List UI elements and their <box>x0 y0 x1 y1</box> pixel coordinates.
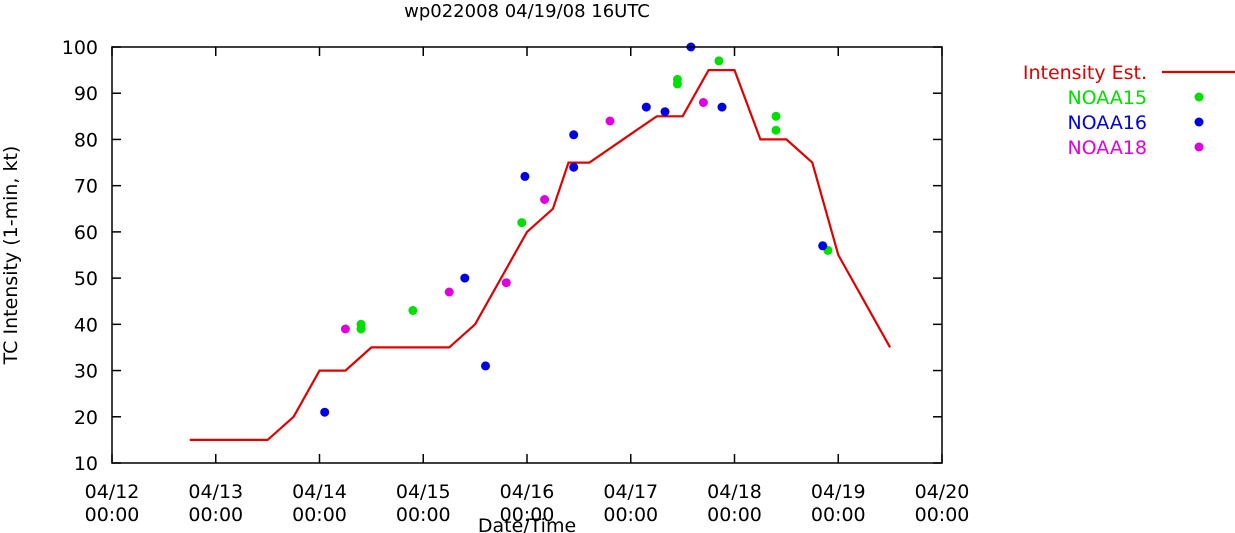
point-noaa16 <box>569 130 579 140</box>
x-tick-label-date: 04/17 <box>603 481 658 503</box>
y-tick-label: 30 <box>74 361 98 383</box>
x-tick-label-date: 04/16 <box>500 481 555 503</box>
x-tick-label-date: 04/13 <box>188 481 243 503</box>
y-tick-labels: 10 20 30 40 50 60 70 80 90 100 <box>62 37 98 475</box>
y-tick-label: 90 <box>74 83 98 105</box>
point-noaa18 <box>340 324 350 334</box>
point-noaa16 <box>481 361 490 371</box>
legend-label-noaa16: NOAA16 <box>1067 112 1147 134</box>
x-tick-label-date: 04/15 <box>396 481 451 503</box>
series-line-intensity-est <box>189 69 892 441</box>
x-tick-label-date: 04/20 <box>915 481 970 503</box>
point-noaa15 <box>771 111 781 121</box>
legend-swatch-noaa18 <box>1194 142 1204 152</box>
x-tick-labels: 04/1200:0004/1300:0004/1400:0004/1500:00… <box>85 481 970 526</box>
legend-label-intensity-est: Intensity Est. <box>1023 62 1147 84</box>
point-noaa16 <box>717 102 727 112</box>
x-tick-label-time: 00:00 <box>811 504 866 526</box>
point-noaa18 <box>605 116 615 126</box>
y-tick-label: 60 <box>74 222 98 244</box>
y-axis-label: TC Intensity (1-min, kt) <box>0 146 22 366</box>
point-noaa16 <box>460 273 470 283</box>
point-noaa16 <box>641 102 651 112</box>
point-noaa16 <box>660 107 670 117</box>
x-tick-label-date: 04/19 <box>811 481 866 503</box>
y-tick-label: 80 <box>74 129 98 151</box>
x-axis-label: Date/Time <box>478 515 576 533</box>
x-tick-label-date: 04/14 <box>292 481 347 503</box>
y-tick-label: 70 <box>74 176 98 198</box>
plot-frame <box>111 46 943 464</box>
point-noaa15 <box>356 324 366 334</box>
x-tick-label-date: 04/18 <box>707 481 762 503</box>
series-lines <box>189 69 892 441</box>
point-noaa18 <box>698 98 708 107</box>
x-tick-label-time: 00:00 <box>707 504 762 526</box>
x-tick-label-time: 00:00 <box>603 504 658 526</box>
legend-swatch-noaa15 <box>1194 92 1204 102</box>
point-noaa15 <box>672 79 682 89</box>
point-noaa16 <box>520 171 530 181</box>
y-tick-label: 50 <box>74 268 98 290</box>
x-tick-label-time: 00:00 <box>915 504 970 526</box>
point-noaa15 <box>517 218 527 228</box>
legend: Intensity Est. NOAA15 NOAA16 NOAA18 <box>1023 62 1235 159</box>
y-tick-label: 100 <box>62 37 98 59</box>
legend-swatch-noaa16 <box>1194 117 1204 127</box>
point-noaa16 <box>320 407 330 417</box>
x-tick-label-time: 00:00 <box>500 504 555 526</box>
x-tick-label-time: 00:00 <box>188 504 243 526</box>
x-tick-label-time: 00:00 <box>292 504 347 526</box>
axis-ticks <box>111 46 943 464</box>
legend-label-noaa18: NOAA18 <box>1067 137 1147 159</box>
y-tick-label: 20 <box>74 407 98 429</box>
x-tick-label-time: 00:00 <box>396 504 451 526</box>
point-noaa15 <box>771 125 781 135</box>
point-noaa18 <box>540 195 550 204</box>
y-tick-label: 10 <box>74 453 98 475</box>
legend-label-noaa15: NOAA15 <box>1067 87 1147 109</box>
x-tick-label-time: 00:00 <box>85 504 140 526</box>
chart-title: wp022008 04/19/08 16UTC <box>404 1 650 22</box>
series-points <box>320 42 833 417</box>
point-noaa16 <box>569 162 579 172</box>
point-noaa15 <box>714 56 724 66</box>
point-noaa18 <box>501 278 511 288</box>
x-tick-label-date: 04/12 <box>85 481 140 503</box>
point-noaa18 <box>444 287 454 297</box>
point-noaa16 <box>818 241 828 251</box>
y-tick-label: 40 <box>74 314 98 336</box>
point-noaa15 <box>408 306 418 315</box>
